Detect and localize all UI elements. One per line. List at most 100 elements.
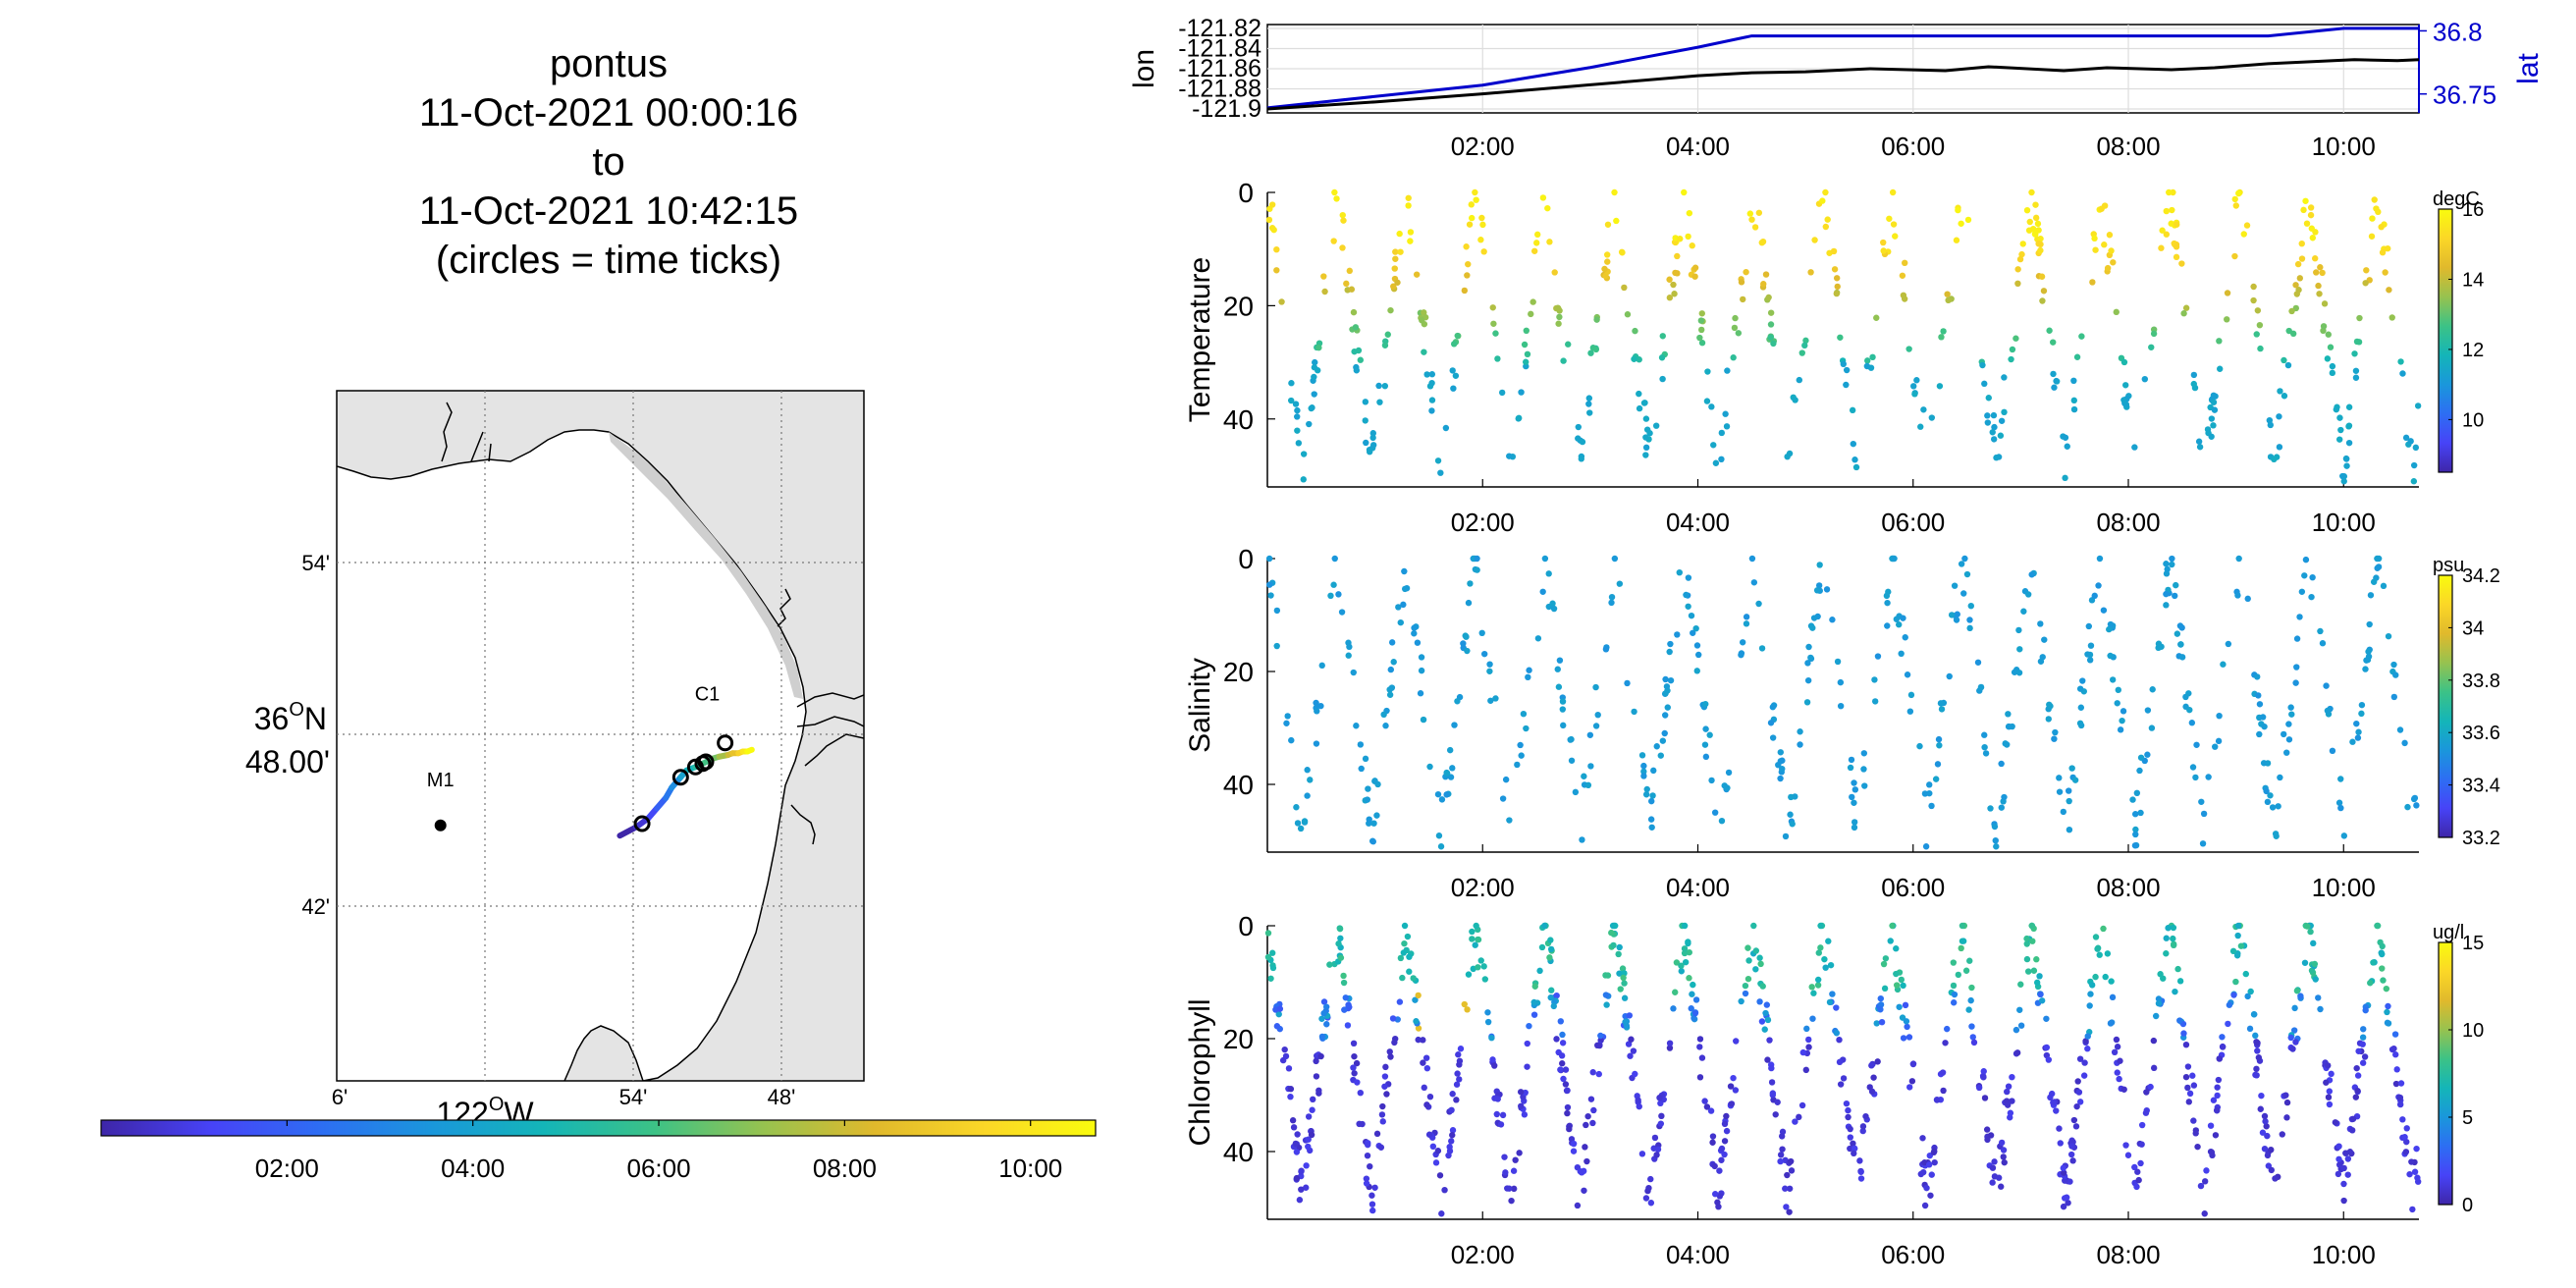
chlorophyll-point — [1510, 1167, 1518, 1174]
chlorophyll-point — [2000, 1154, 2007, 1160]
chlorophyll-point — [2348, 1127, 2356, 1134]
chlorophyll-point — [1337, 935, 1344, 941]
temperature-point — [2317, 264, 2324, 271]
chlorophyll-point — [1379, 1102, 1386, 1110]
temperature-point — [1689, 242, 1695, 249]
temperature-points — [1265, 188, 2422, 485]
temperature-x-tick-label: 02:00 — [1451, 508, 1515, 537]
salinity-point — [1647, 816, 1655, 823]
chlorophyll-point — [1814, 982, 1822, 989]
temperature-point — [1565, 341, 1572, 348]
chlorophyll-point — [1905, 1084, 1913, 1091]
temperature-point — [1315, 344, 1322, 351]
chlorophyll-colorbar — [2438, 941, 2453, 1206]
chlorophyll-point — [2114, 1044, 2121, 1050]
salinity-point — [1967, 602, 1974, 610]
chlorophyll-point — [1318, 1033, 1326, 1041]
chlorophyll-point — [2360, 1026, 2367, 1033]
salinity-point — [2385, 632, 2392, 640]
chlorophyll-point — [2399, 1116, 2406, 1123]
chlorophyll-point — [2060, 1164, 2066, 1172]
salinity-point — [2136, 767, 2143, 775]
chlorophyll-point — [2182, 1041, 2190, 1048]
salinity-point — [2234, 592, 2241, 599]
temperature-point — [1333, 195, 1340, 202]
salinity-point — [1702, 700, 1709, 708]
chlorophyll-point — [1562, 1081, 1570, 1088]
chlorophyll-point — [2025, 968, 2032, 975]
chlorophyll-point — [2113, 1036, 2120, 1044]
map-lon-tick: 6' — [332, 1085, 348, 1109]
temperature-point — [2019, 241, 2026, 247]
temperature-point — [1601, 265, 1608, 273]
salinity-point — [1387, 666, 1394, 673]
chlorophyll-point — [2234, 932, 2241, 939]
time-colorbar-bar — [100, 1119, 1097, 1137]
chlorophyll-point — [2045, 1056, 2053, 1063]
chlorophyll-point — [1805, 1036, 1812, 1044]
chlorophyll-point — [1289, 1117, 1297, 1124]
chlorophyll-point — [1756, 998, 1763, 1005]
chlorophyll-point — [1357, 1089, 1364, 1097]
chlorophyll-point — [2134, 1168, 2141, 1175]
temperature-point — [1802, 337, 1809, 345]
chlorophyll-point — [2005, 1083, 2012, 1090]
chlorophyll-point — [2073, 1102, 2080, 1110]
salinity-point — [2244, 595, 2251, 603]
chlorophyll-point — [1636, 1102, 1642, 1110]
temperature-point — [1539, 194, 1547, 201]
salinity-point — [1900, 615, 1906, 621]
chlorophyll-point — [1874, 1058, 1881, 1065]
chlorophyll-point — [1991, 1158, 1998, 1165]
chlorophyll-point — [2379, 942, 2386, 950]
salinity-point — [2119, 717, 2125, 724]
chlorophyll-point — [1269, 949, 1276, 956]
chlorophyll-point — [1852, 1145, 1858, 1153]
salinity-point — [1743, 614, 1750, 620]
salinity-point — [1301, 818, 1309, 825]
position-x-tick-label: 06:00 — [1881, 132, 1945, 161]
chlorophyll-point — [1843, 1100, 1851, 1107]
salinity-point — [2390, 661, 2397, 669]
chlorophyll-point — [2391, 1031, 2399, 1038]
salinity-point — [1816, 562, 1823, 568]
chlorophyll-point — [1501, 1154, 1508, 1160]
salinity-point — [1708, 777, 1715, 784]
chlorophyll-point — [2325, 1062, 2332, 1069]
salinity-point — [1788, 793, 1795, 801]
temperature-point — [1979, 361, 1986, 369]
chlorophyll-point — [1718, 1156, 1725, 1163]
chlorophyll-point — [1429, 1143, 1437, 1151]
time-ticks-note: (circles = time ticks) — [435, 239, 782, 282]
temperature-point — [1603, 251, 1611, 258]
chlorophyll-point — [1484, 1018, 1492, 1026]
salinity-point — [1960, 590, 1967, 597]
chlorophyll-point — [2252, 1071, 2259, 1079]
time-tick-circle — [671, 769, 689, 786]
salinity-point — [2411, 794, 2419, 802]
chlorophyll-point — [1882, 955, 1890, 962]
chlorophyll-point — [2359, 1041, 2366, 1047]
chlorophyll-point — [2401, 1134, 2408, 1141]
salinity-point — [1437, 843, 1445, 850]
chlorophyll-point — [1264, 953, 1272, 961]
land-area — [337, 391, 864, 1081]
temperature-point — [2064, 443, 2070, 450]
salinity-point — [1579, 836, 1585, 843]
chlorophyll-point — [2080, 1072, 2088, 1079]
salinity-point — [2308, 593, 2315, 601]
salinity-point — [2002, 740, 2009, 747]
temperature-point — [1822, 223, 1830, 231]
salinity-point — [1304, 767, 1311, 774]
temperature-point — [1899, 272, 1906, 279]
temperature-point — [1642, 444, 1650, 452]
chlorophyll-point — [1269, 964, 1277, 972]
chlorophyll-point — [1942, 1040, 1949, 1046]
temperature-point — [1516, 414, 1523, 422]
salinity-point — [1725, 769, 1733, 777]
salinity-point — [1520, 710, 1528, 718]
chlorophyll-point — [2344, 1171, 2351, 1178]
salinity-point — [2309, 573, 2316, 581]
temperature-point — [1454, 332, 1461, 340]
